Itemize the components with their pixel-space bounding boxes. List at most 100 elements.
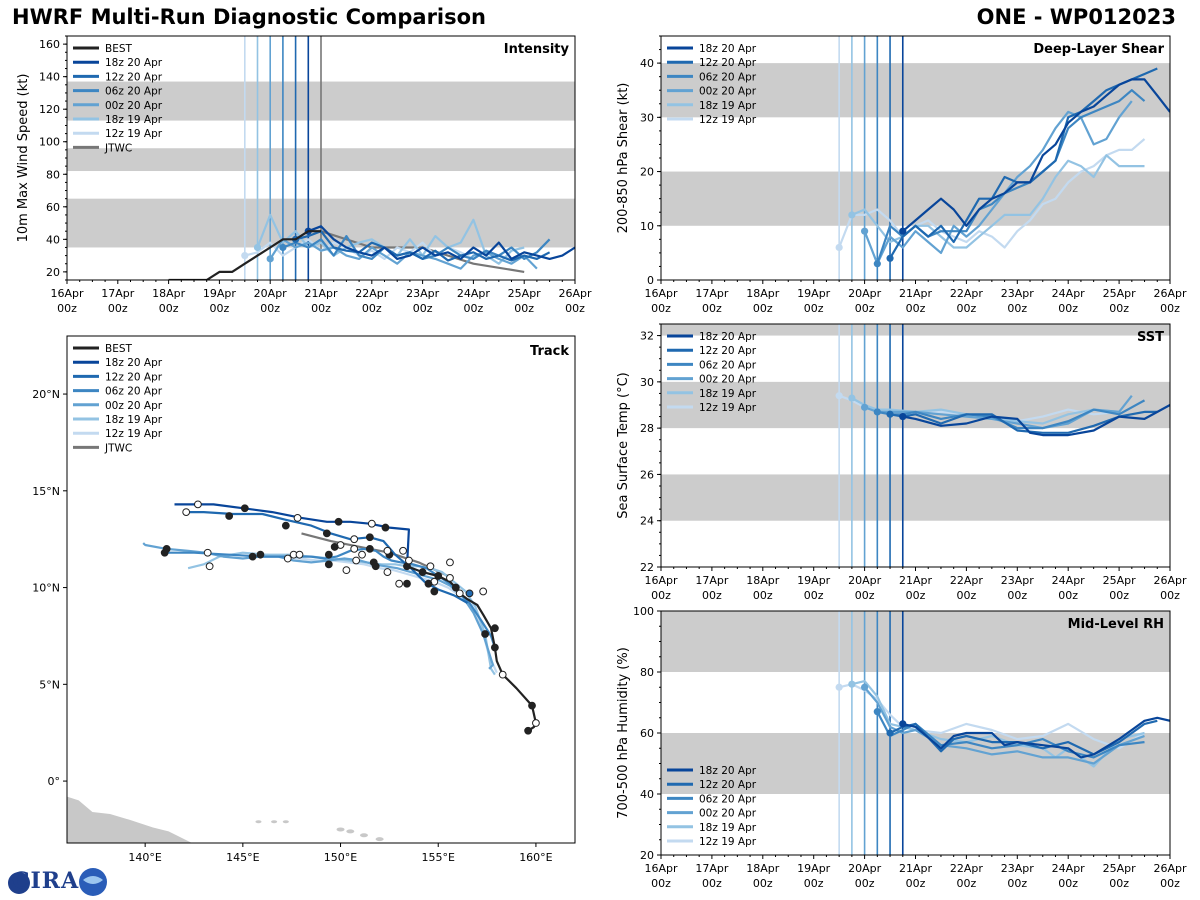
track-series-00z-20-apr <box>142 542 494 670</box>
track-marker <box>162 544 171 553</box>
track-marker <box>358 550 366 559</box>
rh-legend-label-00z-20-apr: 00z 20 Apr <box>699 808 757 820</box>
track-marker <box>324 550 333 559</box>
track-legend-label-12z-20-apr: 12z 20 Apr <box>105 371 163 383</box>
rh-band-0 <box>661 733 1170 794</box>
track-plot-area <box>67 500 540 843</box>
intensity-xtick-label-hour: 00z <box>565 302 585 315</box>
shear-legend-label-12z-20-apr: 12z 20 Apr <box>699 57 757 69</box>
track-marker <box>293 514 302 522</box>
land-island-east-3 <box>375 837 384 842</box>
track-title: Track <box>530 344 569 359</box>
sst-xtick-label-day: 21Apr <box>899 574 933 587</box>
sst-init-marker-06z-20-apr <box>873 408 881 416</box>
sst-legend-label-12z-19-apr: 12z 19 Apr <box>699 402 757 414</box>
rh-xtick-label-hour: 00z <box>702 877 722 890</box>
shear-band-0 <box>661 171 1170 226</box>
intensity-xtick-label-hour: 00z <box>159 302 179 315</box>
intensity-xtick-label-day: 21Apr <box>304 287 338 300</box>
intensity-legend-label-12z-20-apr: 12z 20 Apr <box>105 71 163 83</box>
intensity-init-marker-18z-19-apr <box>253 243 262 252</box>
sst-xtick-label-hour: 00z <box>906 589 926 602</box>
cira-logo-text: CIRA <box>12 868 80 894</box>
land-island-east-1 <box>346 829 355 834</box>
intensity-xtick-label-hour: 00z <box>311 302 331 315</box>
intensity-series-12z-20-apr <box>295 230 551 262</box>
intensity-xtick-label-day: 19Apr <box>203 287 237 300</box>
shear-plot-area <box>661 36 1170 280</box>
rh-xtick-label-day: 21Apr <box>899 862 933 875</box>
sst-xtick-label-hour: 00z <box>957 589 977 602</box>
intensity-xtick-label-day: 25Apr <box>508 287 542 300</box>
shear-ytick-label: 20 <box>640 166 654 179</box>
sst-xtick-label-day: 18Apr <box>746 574 780 587</box>
sst-init-marker-18z-19-apr <box>848 394 856 402</box>
intensity-legend-label-best: BEST <box>105 43 133 55</box>
sst-ytick-label: 28 <box>640 422 654 435</box>
intensity-ytick-label: 60 <box>46 201 60 214</box>
rh-band-1 <box>661 611 1170 672</box>
shear-ytick-label: 0 <box>647 274 654 287</box>
shear-xtick-label-day: 26Apr <box>1153 287 1187 300</box>
rh-xtick-label-day: 23Apr <box>1001 862 1035 875</box>
track-marker <box>365 544 374 553</box>
intensity-legend-label-18z-20-apr: 18z 20 Apr <box>105 57 163 69</box>
rh-xtick-label-day: 26Apr <box>1153 862 1187 875</box>
rh-series-06z-20-apr <box>876 711 1145 759</box>
intensity-series-best <box>168 230 321 280</box>
intensity-xtick-label-hour: 00z <box>464 302 484 315</box>
track-series-18z-20-apr <box>174 503 410 567</box>
land-island-1 <box>271 820 278 824</box>
shear-ylabel: 200-850 hPa Shear (kt) <box>616 83 631 234</box>
shear-legend-label-18z-20-apr: 18z 20 Apr <box>699 43 757 55</box>
rh-ytick-label: 80 <box>640 666 654 679</box>
intensity-init-marker-00z-20-apr <box>266 255 274 263</box>
sst-xtick-label-hour: 00z <box>651 589 671 602</box>
shear-xtick-label-hour: 00z <box>855 302 875 315</box>
track-xtick-label: 150°E <box>324 851 357 864</box>
intensity-ytick-label: 160 <box>39 38 60 51</box>
shear-ytick-label: 40 <box>640 57 654 70</box>
intensity-xtick-label-day: 22Apr <box>355 287 389 300</box>
sst-ytick-label: 22 <box>640 561 654 574</box>
rh-init-marker-00z-20-apr <box>861 683 869 691</box>
intensity-xtick-label-hour: 00z <box>108 302 128 315</box>
intensity-init-marker-12z-19-apr <box>241 252 249 260</box>
track-marker <box>455 589 464 598</box>
track-ytick-label: 0° <box>48 775 61 788</box>
sst-xtick-label-day: 24Apr <box>1052 574 1086 587</box>
intensity-title: Intensity <box>504 42 570 57</box>
rh-ytick-label: 100 <box>633 605 654 618</box>
rh-xtick-label-hour: 00z <box>1160 877 1180 890</box>
logo-swirl <box>83 876 103 884</box>
intensity-xtick-label-day: 18Apr <box>152 287 186 300</box>
sst-init-marker-00z-20-apr <box>861 403 869 411</box>
shear-title: Deep-Layer Shear <box>1033 42 1164 57</box>
sst-xtick-label-day: 23Apr <box>1001 574 1035 587</box>
storm-id: ONE - WP012023 <box>976 5 1176 29</box>
sst-xtick-label-hour: 00z <box>1109 589 1129 602</box>
rh-xtick-label-hour: 00z <box>1007 877 1027 890</box>
track-marker <box>434 572 443 580</box>
track-legend-label-18z-19-apr: 18z 19 Apr <box>105 414 163 426</box>
shear-xtick-label-day: 16Apr <box>644 287 678 300</box>
sst-legend-label-18z-19-apr: 18z 19 Apr <box>699 388 757 400</box>
shear-init-marker-00z-20-apr <box>861 227 869 235</box>
rh-series-18z-20-apr <box>902 716 1170 759</box>
shear-xtick-label-hour: 00z <box>753 302 773 315</box>
sst-title: SST <box>1137 330 1164 345</box>
rh-legend-label-12z-19-apr: 12z 19 Apr <box>699 836 757 848</box>
rh-ytick-label: 40 <box>640 788 654 801</box>
rh-xtick-label-hour: 00z <box>753 877 773 890</box>
sst-xtick-label-day: 19Apr <box>797 574 831 587</box>
track-marker <box>524 726 533 735</box>
track-marker <box>352 556 361 565</box>
track-ytick-label: 10°N <box>32 582 60 595</box>
track-ytick-label: 20°N <box>32 388 60 401</box>
intensity-xtick-label-day: 16Apr <box>50 287 84 300</box>
track-legend-label-00z-20-apr: 00z 20 Apr <box>105 400 163 412</box>
shear-xtick-label-day: 17Apr <box>695 287 729 300</box>
land-island-2 <box>282 820 289 824</box>
intensity-ytick-label: 40 <box>46 233 60 246</box>
intensity-panel: 20 40 60 80 100 120 140 160 16Apr 00z 17Apr 00z 18Ap… <box>16 35 592 315</box>
